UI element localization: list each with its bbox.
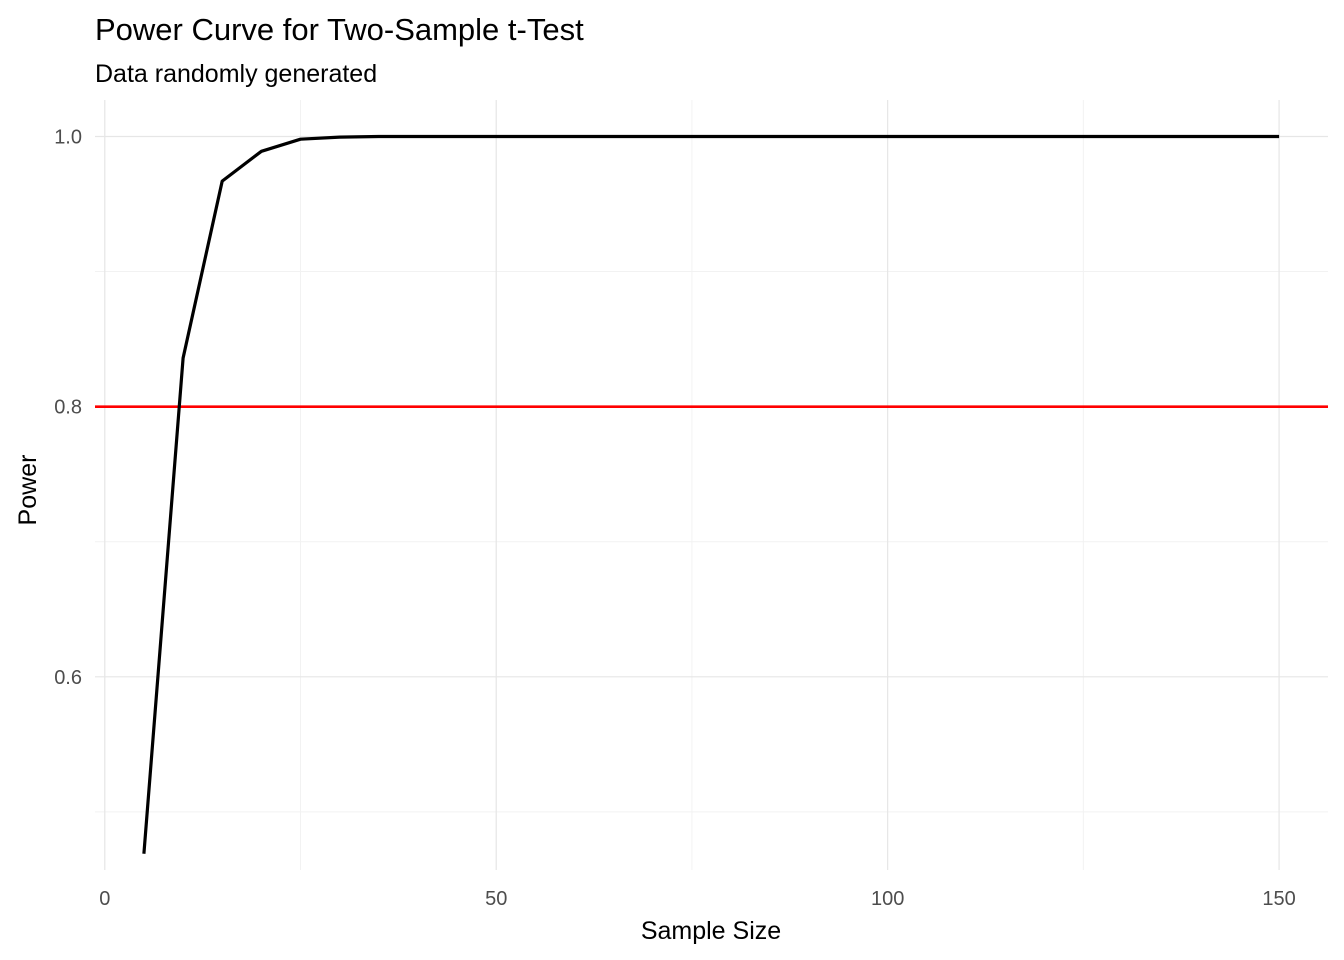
chart-subtitle: Data randomly generated (95, 60, 378, 88)
x-axis-title: Sample Size (641, 917, 781, 945)
chart-title: Power Curve for Two-Sample t-Test (95, 12, 584, 47)
y-tick-label: 1.0 (54, 126, 82, 148)
y-axis-title: Power (14, 455, 42, 526)
major-gridlines (95, 100, 1328, 870)
data-series (142, 134, 1280, 854)
y-tick-label: 0.8 (54, 397, 82, 419)
x-axis-tick-labels: 0 50 100 150 (99, 888, 1296, 910)
power-curve-line (142, 134, 1280, 854)
x-tick-label: 100 (871, 888, 904, 910)
minor-gridlines (95, 100, 1328, 870)
y-tick-label: 0.6 (54, 667, 82, 689)
x-tick-label: 0 (99, 888, 110, 910)
x-tick-label: 50 (485, 888, 507, 910)
y-axis-tick-labels: 0.6 0.8 1.0 (54, 126, 82, 688)
x-tick-label: 150 (1262, 888, 1295, 910)
